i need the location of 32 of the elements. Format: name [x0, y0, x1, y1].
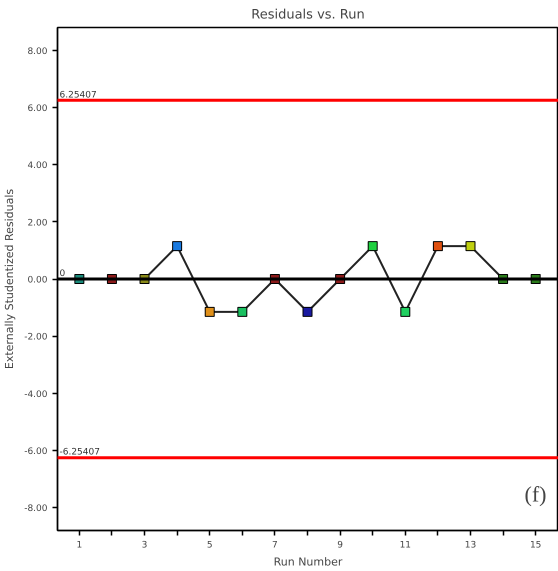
point: [465, 241, 476, 252]
y-tick-label: -8.00: [24, 504, 48, 514]
y-tick-label: 4.00: [27, 161, 48, 172]
point: [237, 306, 248, 317]
x-tick-label: 13: [464, 540, 476, 550]
point: [432, 241, 443, 252]
ref-line-label: 0: [60, 269, 66, 279]
y-tick-label: 8.00: [27, 46, 48, 57]
point: [400, 306, 410, 317]
x-tick-label: 11: [400, 540, 412, 550]
y-tick-label: -4.00: [24, 390, 48, 400]
y-tick-label: -6.00: [24, 446, 48, 457]
ref-line-label: 6.25407: [60, 90, 97, 100]
point: [204, 306, 215, 317]
x-axis-title: Run Number: [274, 556, 343, 568]
x-tick-label: 3: [142, 540, 148, 550]
chart-title: Residuals vs. Run: [251, 8, 365, 22]
point: [368, 241, 378, 252]
y-tick-label: 6.00: [27, 104, 48, 114]
point: [302, 306, 313, 317]
point: [172, 241, 182, 252]
y-tick-label: -2.00: [24, 332, 48, 343]
y-tick-label: 2.00: [27, 218, 48, 228]
y-tick-label: 0.00: [27, 276, 48, 286]
x-tick-label: 15: [530, 540, 542, 550]
ref-line-label: -6.25407: [60, 448, 100, 458]
y-axis-title: Externally Studentized Residuals: [3, 188, 16, 370]
x-tick-label: 7: [272, 540, 278, 550]
x-tick-label: 1: [76, 540, 82, 550]
x-tick-label: 9: [337, 540, 344, 550]
x-tick-label: 5: [206, 540, 213, 550]
annotation: (f): [524, 482, 547, 506]
